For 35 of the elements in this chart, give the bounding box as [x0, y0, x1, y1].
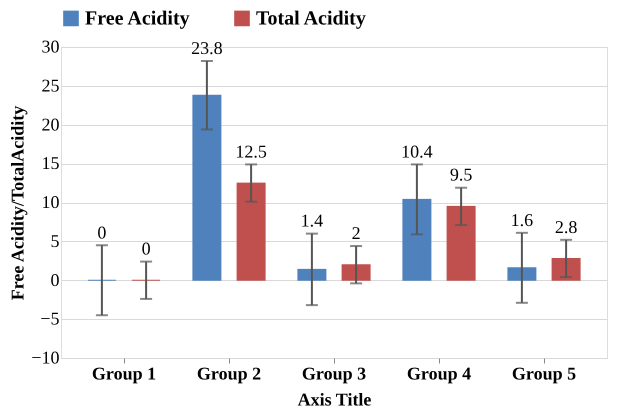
bar: [236, 182, 266, 281]
y-axis-title: Free Acidity/TotalAcidity: [7, 106, 28, 300]
bar: [402, 198, 432, 281]
y-tick-label: 30: [42, 36, 60, 56]
legend-label: Free Acidity: [85, 7, 190, 30]
data-label: 9.5: [450, 164, 472, 185]
y-tick-label: −5: [40, 308, 60, 329]
legend-label: Total Acidity: [256, 7, 366, 30]
bar: [342, 264, 371, 281]
y-tick-label: 5: [50, 230, 60, 251]
y-tick-label: 0: [50, 270, 60, 290]
bar: [297, 268, 326, 281]
x-tick-label: Group 4: [406, 364, 472, 384]
y-tick-label: 25: [42, 75, 60, 96]
y-tick-label: 20: [42, 114, 60, 134]
bar: [192, 94, 222, 281]
x-tick-label: Group 1: [92, 364, 156, 384]
bar: [446, 206, 476, 281]
x-tick-label: Group 2: [196, 364, 262, 384]
x-axis-title: Axis Title: [298, 390, 372, 410]
data-label: 10.4: [401, 141, 433, 162]
data-label: 23.8: [191, 38, 223, 58]
y-tick-label: 15: [42, 153, 60, 174]
y-tick-label: −10: [31, 348, 60, 368]
x-tick-label: Group 3: [302, 364, 366, 384]
data-label: 1.4: [300, 210, 324, 231]
data-label: 0: [142, 238, 151, 259]
data-label: 2: [352, 223, 361, 244]
data-label: 1.6: [510, 210, 534, 230]
bar: [507, 267, 536, 281]
data-label: 12.5: [235, 141, 267, 162]
x-tick-label: Group 5: [512, 364, 576, 384]
data-label: 2.8: [554, 216, 578, 237]
data-label: 0: [97, 222, 106, 242]
y-tick-label: 10: [42, 192, 60, 212]
